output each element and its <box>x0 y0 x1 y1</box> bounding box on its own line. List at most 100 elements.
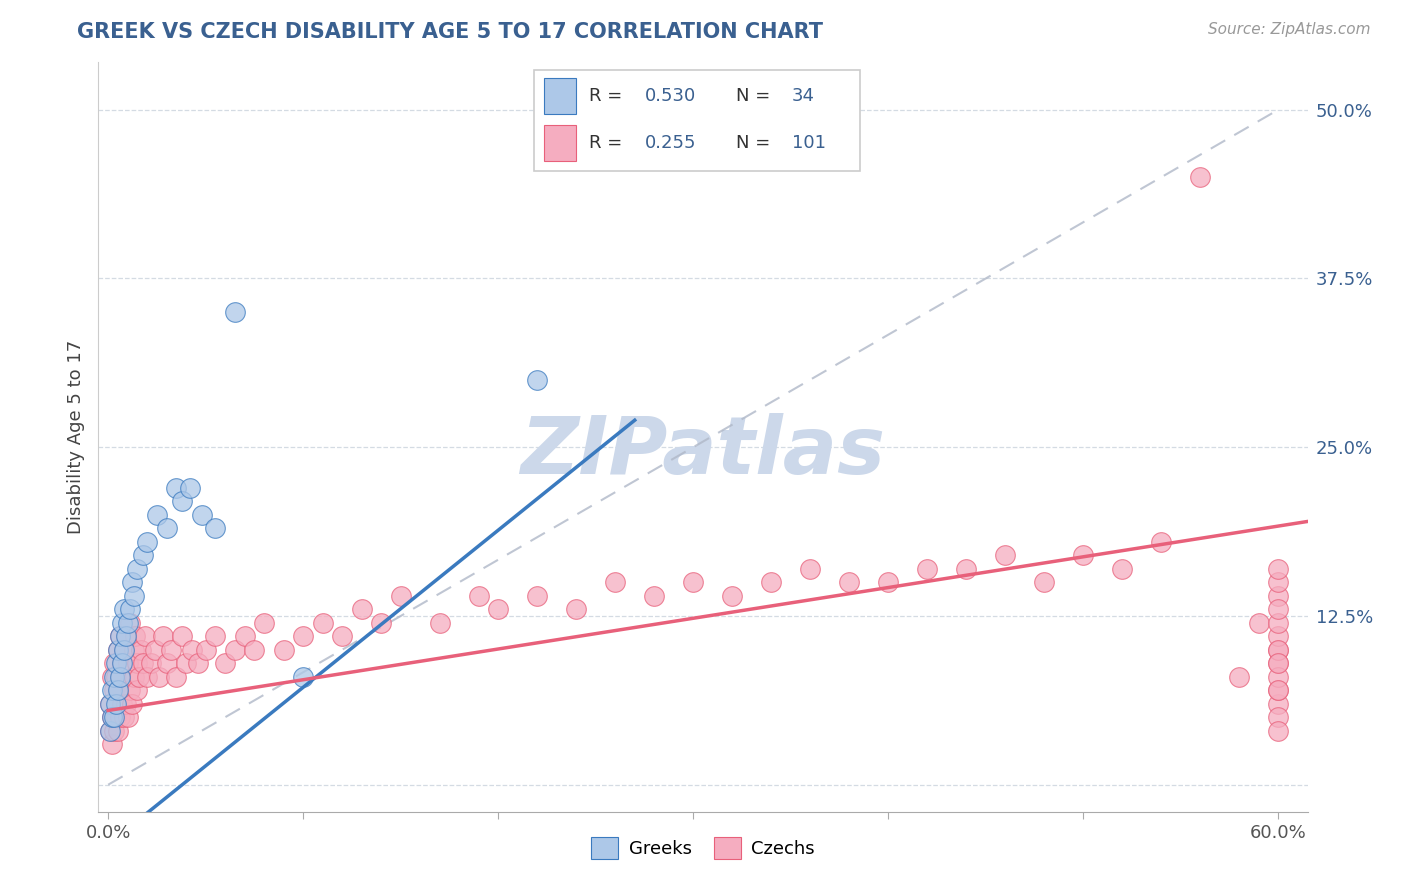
Point <box>121 575 143 590</box>
Point <box>132 548 155 562</box>
Point <box>159 642 181 657</box>
Point <box>156 521 179 535</box>
Point <box>101 670 124 684</box>
Point <box>877 575 900 590</box>
Point <box>565 602 588 616</box>
Point <box>143 642 166 657</box>
Point <box>98 697 121 711</box>
Point <box>103 683 125 698</box>
Point <box>292 670 315 684</box>
Point <box>172 629 194 643</box>
Point <box>1267 683 1289 698</box>
Point <box>1267 657 1289 671</box>
Point <box>526 589 548 603</box>
Point <box>128 670 150 684</box>
Point <box>370 615 392 630</box>
Point <box>103 710 125 724</box>
Point <box>108 629 131 643</box>
Point <box>204 521 226 535</box>
Point <box>233 629 256 643</box>
Point <box>107 683 129 698</box>
Point <box>389 589 412 603</box>
Point <box>1267 697 1289 711</box>
Point <box>214 657 236 671</box>
Point <box>146 508 169 522</box>
Point <box>112 710 135 724</box>
Point <box>111 657 134 671</box>
Point <box>1267 642 1289 657</box>
Point <box>98 723 121 738</box>
Point <box>467 589 489 603</box>
Point <box>101 710 124 724</box>
Point <box>104 657 127 671</box>
Point <box>1267 710 1289 724</box>
Point <box>122 589 145 603</box>
Point <box>101 710 124 724</box>
Point <box>1267 683 1289 698</box>
Point <box>1267 562 1289 576</box>
Point <box>224 642 246 657</box>
Point <box>121 697 143 711</box>
Point <box>117 615 139 630</box>
Point <box>132 657 155 671</box>
Point <box>721 589 744 603</box>
Point <box>1267 657 1289 671</box>
Point <box>179 481 201 495</box>
Point <box>136 534 159 549</box>
Point <box>643 589 665 603</box>
Point <box>955 562 977 576</box>
Point <box>253 615 276 630</box>
Point <box>107 683 129 698</box>
Point <box>1227 670 1250 684</box>
Point <box>114 697 136 711</box>
Point <box>312 615 335 630</box>
Point <box>156 657 179 671</box>
Point <box>1033 575 1056 590</box>
Point <box>111 697 134 711</box>
Point <box>172 494 194 508</box>
Point <box>112 602 135 616</box>
Point <box>761 575 783 590</box>
Point <box>101 737 124 751</box>
Point <box>114 629 136 643</box>
Point <box>165 670 187 684</box>
Point <box>124 629 146 643</box>
Point <box>605 575 627 590</box>
Point <box>107 642 129 657</box>
Text: GREEK VS CZECH DISABILITY AGE 5 TO 17 CORRELATION CHART: GREEK VS CZECH DISABILITY AGE 5 TO 17 CO… <box>77 22 824 42</box>
Point <box>1189 170 1212 185</box>
Legend: Greeks, Czechs: Greeks, Czechs <box>583 830 823 866</box>
Y-axis label: Disability Age 5 to 17: Disability Age 5 to 17 <box>66 340 84 534</box>
Point <box>136 670 159 684</box>
Point <box>1150 534 1173 549</box>
Point <box>330 629 353 643</box>
Point <box>98 723 121 738</box>
Point <box>107 723 129 738</box>
Point <box>111 615 134 630</box>
Point <box>103 670 125 684</box>
Point <box>148 670 170 684</box>
Point <box>204 629 226 643</box>
Point <box>127 562 149 576</box>
Point <box>224 305 246 319</box>
Point <box>1267 642 1289 657</box>
Point <box>1071 548 1094 562</box>
Point <box>107 642 129 657</box>
Point <box>122 670 145 684</box>
Point <box>682 575 704 590</box>
Point <box>194 642 217 657</box>
Point <box>139 657 162 671</box>
Point <box>117 710 139 724</box>
Point <box>1111 562 1133 576</box>
Point <box>1267 629 1289 643</box>
Point <box>127 657 149 671</box>
Point <box>152 629 174 643</box>
Point <box>1267 589 1289 603</box>
Point <box>486 602 509 616</box>
Point <box>103 657 125 671</box>
Point <box>118 683 141 698</box>
Point <box>111 657 134 671</box>
Point <box>118 615 141 630</box>
Point <box>191 508 214 522</box>
Point <box>187 657 209 671</box>
